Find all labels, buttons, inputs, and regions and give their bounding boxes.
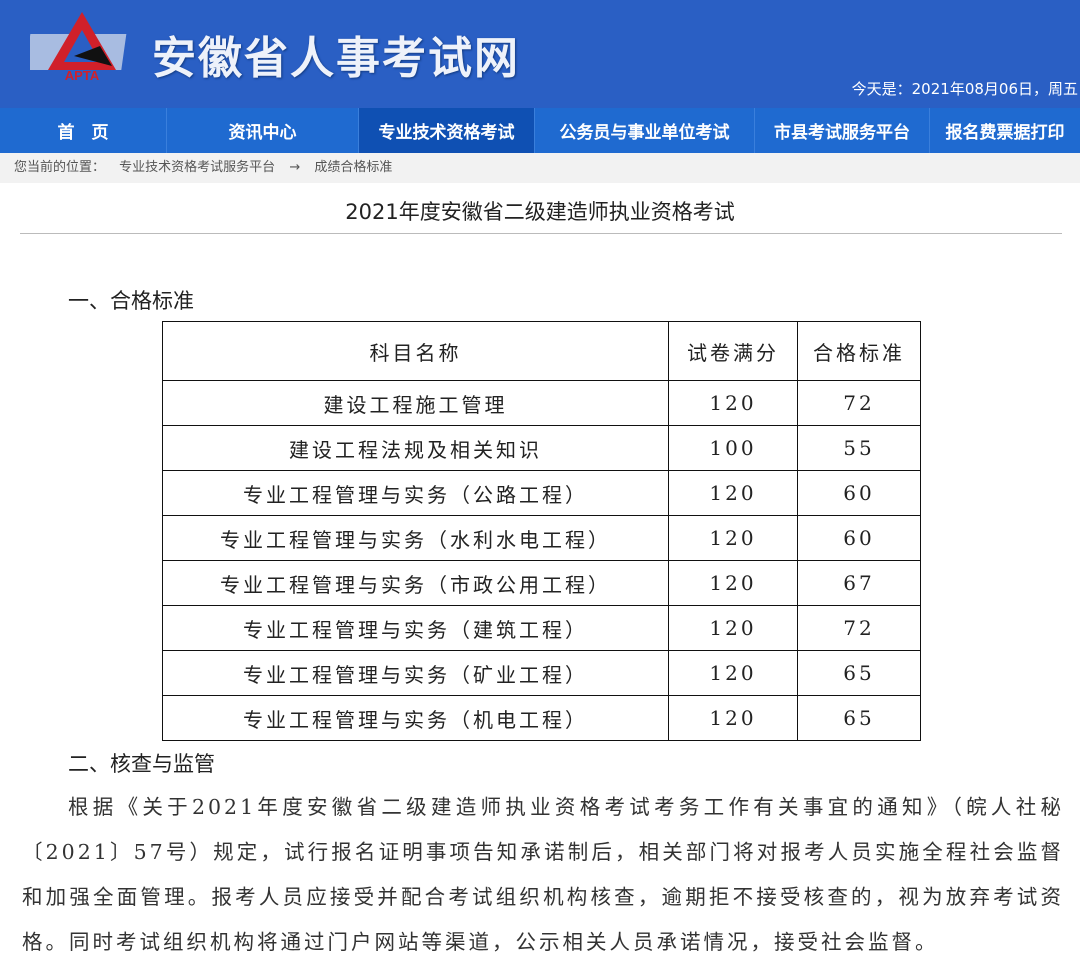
full-score: 120: [668, 695, 798, 741]
notice-paragraph: 根据《关于2021年度安徽省二级建造师执业资格考试考务工作有关事宜的通知》（皖人…: [22, 795, 1064, 954]
subject-name: 专业工程管理与实务（水利水电工程）: [162, 515, 669, 561]
nav-professional-exams[interactable]: 专业技术资格考试: [359, 108, 535, 153]
breadcrumb-prefix: 您当前的位置：: [14, 160, 106, 175]
full-score: 120: [668, 560, 798, 606]
table-row: 建设工程法规及相关知识 100 55: [162, 425, 921, 471]
site-header: APTA 安徽省人事考试网 今天是：2021年08月06日，周五: [0, 0, 1080, 108]
subject-name: 专业工程管理与实务（矿业工程）: [162, 650, 669, 696]
site-title: 安徽省人事考试网: [152, 33, 520, 84]
main-nav: 首 页 资讯中心 专业技术资格考试 公务员与事业单位考试 市县考试服务平台 报名…: [0, 108, 1080, 153]
passing-score: 72: [797, 605, 921, 651]
passing-score: 60: [797, 515, 921, 561]
table-row: 专业工程管理与实务（矿业工程） 120 65: [162, 650, 921, 696]
table-row: 建设工程施工管理 120 72: [162, 380, 921, 426]
full-score: 120: [668, 470, 798, 516]
column-header: 合格标准: [797, 321, 921, 381]
passing-score: 55: [797, 425, 921, 471]
arrow-icon: →: [289, 160, 301, 175]
subject-name: 建设工程施工管理: [162, 380, 669, 426]
full-score: 120: [668, 515, 798, 561]
table-row: 专业工程管理与实务（机电工程） 120 65: [162, 695, 921, 741]
table-row: 专业工程管理与实务（公路工程） 120 60: [162, 470, 921, 516]
full-score: 120: [668, 650, 798, 696]
passing-score: 60: [797, 470, 921, 516]
breadcrumb-item[interactable]: 专业技术资格考试服务平台: [119, 160, 276, 175]
breadcrumb: 您当前的位置： 专业技术资格考试服务平台 → 成绩合格标准: [0, 153, 1080, 183]
table-row: 专业工程管理与实务（水利水电工程） 120 60: [162, 515, 921, 561]
full-score: 120: [668, 380, 798, 426]
passing-score: 67: [797, 560, 921, 606]
page-title: 2021年度安徽省二级建造师执业资格考试: [345, 200, 735, 224]
section-heading: 二、核查与监管: [68, 752, 215, 776]
subject-name: 专业工程管理与实务（市政公用工程）: [162, 560, 669, 606]
apta-logo[interactable]: APTA: [30, 8, 134, 84]
nav-news[interactable]: 资讯中心: [167, 108, 359, 153]
nav-fee-receipt-print[interactable]: 报名费票据打印: [945, 123, 1065, 143]
table-header-row: 科目名称 试卷满分 合格标准: [162, 321, 921, 381]
subject-name: 专业工程管理与实务（公路工程）: [162, 470, 669, 516]
subject-name: 专业工程管理与实务（机电工程）: [162, 695, 669, 741]
subject-name: 建设工程法规及相关知识: [162, 425, 669, 471]
breadcrumb-item[interactable]: 成绩合格标准: [314, 160, 393, 175]
subject-name: 专业工程管理与实务（建筑工程）: [162, 605, 669, 651]
divider: [20, 233, 1062, 234]
nav-city-county-platform[interactable]: 市县考试服务平台: [755, 108, 930, 153]
column-header: 科目名称: [162, 321, 669, 381]
current-date: 今天是：2021年08月06日，周五: [851, 80, 1078, 98]
passing-score: 65: [797, 695, 921, 741]
section-heading: 一、合格标准: [68, 289, 194, 313]
nav-civil-service-exams[interactable]: 公务员与事业单位考试: [535, 108, 755, 153]
table-row: 专业工程管理与实务（市政公用工程） 120 67: [162, 560, 921, 606]
table-row: 专业工程管理与实务（建筑工程） 120 72: [162, 605, 921, 651]
passing-score-table: 科目名称 试卷满分 合格标准 建设工程施工管理 120 72 建设工程法规及相关知识 1…: [162, 321, 921, 741]
full-score: 120: [668, 605, 798, 651]
full-score: 100: [668, 425, 798, 471]
passing-score: 72: [797, 380, 921, 426]
column-header: 试卷满分: [668, 321, 798, 381]
svg-text:APTA: APTA: [65, 68, 100, 83]
passing-score: 65: [797, 650, 921, 696]
nav-home[interactable]: 首 页: [0, 108, 167, 153]
